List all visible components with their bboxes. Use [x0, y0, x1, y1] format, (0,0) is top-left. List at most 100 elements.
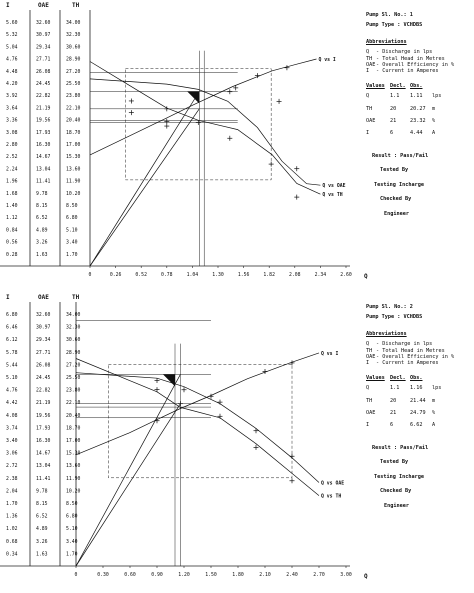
origin-line: [75, 403, 181, 567]
x-tick-label: 1.82: [263, 272, 275, 278]
i-tick-label: 4.48: [6, 69, 18, 75]
oae-tick-label: 4.89: [36, 526, 48, 532]
x-tick-label: 0.78: [161, 272, 173, 278]
th-tick-label: 28.90: [66, 350, 81, 356]
i-axis-title: I: [6, 2, 10, 9]
oae-tick-label: 1.63: [36, 252, 48, 258]
oae-tick-label: 26.08: [36, 362, 51, 368]
data-point-marker: [294, 166, 300, 172]
i-tick-label: 2.80: [6, 142, 18, 148]
oae-tick-label: 27.71: [36, 57, 51, 63]
checked-by: Checked By: [380, 488, 412, 495]
x-tick-label: 2.34: [315, 272, 327, 278]
data-point-marker: [253, 428, 259, 434]
i-tick-label: 1.40: [6, 203, 18, 209]
data-point-marker: [289, 478, 295, 484]
oae-tick-label: 30.97: [36, 32, 51, 38]
i-tick-label: 3.06: [6, 451, 18, 457]
oae-tick-label: 19.56: [36, 118, 51, 124]
x-tick-label: 2.08: [289, 272, 301, 278]
oae-tick-label: 11.41: [36, 476, 51, 482]
value-row: TH 20 20.27 m: [366, 105, 436, 112]
oae-tick-label: 29.34: [36, 337, 51, 343]
i-tick-label: 0.34: [6, 551, 18, 557]
oae-axis-title: OAE: [38, 294, 49, 301]
x-tick-label: 2.60: [340, 272, 352, 278]
oae-tick-label: 16.30: [36, 438, 51, 444]
oae-tick-label: 6.52: [36, 215, 48, 221]
tolerance-triangle: [163, 374, 175, 387]
data-point-marker: [284, 65, 290, 71]
th-tick-label: 11.90: [66, 476, 81, 482]
th-tick-label: 34.00: [66, 20, 81, 26]
th-tick-label: 22.10: [66, 105, 81, 111]
th-tick-label: 32.30: [66, 32, 81, 38]
x-tick-label: 1.80: [232, 572, 244, 578]
x-tick-label: 1.56: [238, 272, 250, 278]
x-tick-label: 2.10: [259, 572, 271, 578]
data-point-marker: [262, 368, 268, 374]
engineer: Engineer: [384, 210, 409, 217]
i-tick-label: 5.04: [6, 44, 18, 50]
th-tick-label: 3.40: [66, 240, 78, 246]
value-row: OAE 21 23.32%: [366, 118, 436, 125]
i-tick-label: 4.76: [6, 57, 18, 63]
oae-tick-label: 17.93: [36, 130, 51, 136]
series-label-th: Q vs TH: [321, 494, 341, 500]
i-tick-label: 5.44: [6, 362, 18, 368]
oae-tick-label: 11.41: [36, 179, 51, 185]
i-tick-label: 6.46: [6, 325, 18, 331]
oae-tick-label: 27.71: [36, 350, 51, 356]
i-tick-label: 1.70: [6, 501, 18, 507]
oae-tick-label: 14.67: [36, 451, 51, 457]
value-row: TH 20 21.44 m: [366, 397, 436, 404]
th-tick-label: 23.80: [66, 388, 81, 394]
oae-tick-label: 29.34: [36, 44, 51, 50]
pump-type: Pump Type : VCHDBS: [366, 22, 423, 29]
data-point-marker: [233, 85, 239, 91]
th-tick-label: 5.10: [66, 227, 78, 233]
data-point-marker: [164, 123, 170, 129]
data-point-marker: [164, 106, 170, 112]
th-tick-label: 15.30: [66, 451, 81, 457]
i-tick-label: 3.36: [6, 118, 18, 124]
oae-tick-label: 22.82: [36, 388, 51, 394]
series-label-oae: Q vs OAE: [321, 481, 344, 487]
oae-tick-label: 6.52: [36, 514, 48, 520]
oae-tick-label: 32.60: [36, 312, 51, 318]
data-point-marker: [195, 119, 201, 125]
th-tick-label: 25.50: [66, 81, 81, 87]
th-tick-label: 30.60: [66, 337, 81, 343]
i-tick-label: 4.42: [6, 400, 18, 406]
i-tick-label: 5.10: [6, 375, 18, 381]
data-point-marker: [164, 118, 170, 124]
pump-type: Pump Type : VCHDBS: [366, 314, 423, 321]
checked-by: Checked By: [380, 196, 412, 203]
tested-by: Tested By: [380, 167, 409, 174]
data-point-marker: [128, 98, 134, 104]
th-tick-label: 10.20: [66, 191, 81, 197]
series-line-i: [75, 352, 320, 456]
th-tick-label: 1.70: [66, 252, 78, 258]
data-point-marker: [128, 110, 134, 116]
abbr-list: Q- Discharge in lps TH - Total Head in Me…: [366, 341, 455, 367]
i-tick-label: 0.68: [6, 539, 18, 545]
data-point-marker: [276, 98, 282, 104]
oae-tick-label: 3.26: [36, 539, 48, 545]
oae-tick-label: 13.04: [36, 166, 51, 172]
th-tick-label: 1.70: [66, 551, 78, 557]
x-tick-label: 2.70: [313, 572, 325, 578]
x-tick-label: 0.52: [135, 272, 147, 278]
engineer: Engineer: [384, 502, 409, 509]
value-row: Q 1.1 1.16 lps: [366, 385, 442, 392]
x-axis-label: Q: [364, 573, 368, 580]
x-tick-label: 0.30: [97, 572, 109, 578]
data-point-marker: [289, 453, 295, 459]
oae-tick-label: 13.04: [36, 463, 51, 469]
th-tick-label: 20.40: [66, 413, 81, 419]
data-point-marker: [217, 399, 223, 405]
th-tick-label: 20.40: [66, 118, 81, 124]
oae-tick-label: 26.08: [36, 69, 51, 75]
th-tick-label: 3.40: [66, 539, 78, 545]
oae-tick-label: 22.82: [36, 93, 51, 99]
